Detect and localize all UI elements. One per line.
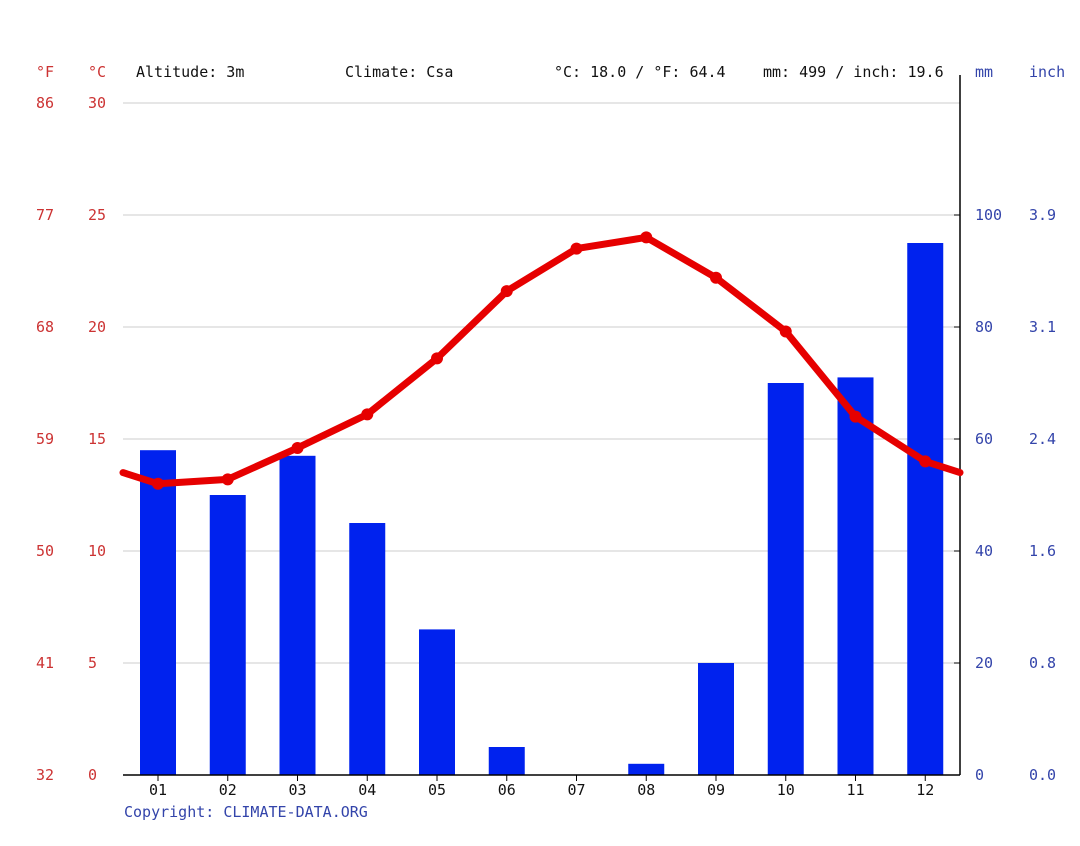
x-tick-label: 09	[707, 781, 725, 799]
y-left-tick-fahrenheit: 50	[36, 542, 54, 560]
precipitation-bar	[488, 747, 525, 775]
precipitation-bar	[837, 377, 874, 775]
temperature-point	[919, 455, 932, 468]
x-tick-label: 07	[567, 781, 585, 799]
temperature-point	[291, 441, 304, 454]
y-right-tick-mm: 20	[975, 654, 993, 672]
y-right-tick-inch: 2.4	[1029, 430, 1056, 448]
x-tick-label: 01	[149, 781, 167, 799]
x-tick-label: 12	[916, 781, 934, 799]
y-left-tick-fahrenheit: 41	[36, 654, 54, 672]
precipitation-bar	[349, 523, 386, 775]
gridlines	[123, 102, 960, 664]
x-tick-label: 10	[777, 781, 795, 799]
temperature-point	[640, 231, 653, 244]
y-left-tick-celsius: 15	[88, 430, 106, 448]
temperature-point	[710, 271, 722, 284]
precipitation-bar	[279, 455, 316, 775]
y-left-tick-fahrenheit: 59	[36, 430, 54, 448]
temperature-line-path	[119, 233, 964, 488]
axes	[123, 75, 961, 776]
precipitation-bar	[209, 495, 246, 775]
tick-labels: 0 32 5 41 10 50 15 59 20 68 25 77 30 86 0 0.0 20 0.8 40 1.6…	[36, 94, 1056, 799]
precipitation-bar	[140, 450, 176, 775]
precipitation-bar	[628, 763, 665, 775]
climate-label: Climate: Csa	[345, 63, 453, 81]
precipitation-bar	[907, 243, 944, 775]
temperature-point	[361, 408, 374, 421]
temperature-line	[119, 231, 964, 490]
temperature-point	[570, 242, 583, 255]
y-left-tick-celsius: 10	[88, 542, 106, 560]
y-left-tick-celsius: 0	[88, 766, 97, 784]
temperature-point	[849, 410, 862, 423]
precipitation-bars	[140, 243, 944, 775]
temperature-point	[500, 285, 513, 298]
y-left-tick-fahrenheit: 77	[36, 206, 54, 224]
altitude-label: Altitude: 3m	[136, 63, 244, 81]
x-tick-label: 04	[358, 781, 376, 799]
y-left-tick-celsius: 30	[88, 94, 106, 112]
y-right-tick-inch: 0.0	[1029, 766, 1056, 784]
y-left-tick-celsius: 25	[88, 206, 106, 224]
y-right-tick-mm: 100	[975, 206, 1002, 224]
temperature-point	[221, 473, 234, 486]
precipitation-total-label: mm: 499 / inch: 19.6	[763, 63, 944, 81]
precipitation-bar	[419, 629, 455, 775]
temperature-point	[779, 325, 792, 338]
unit-celsius-label: °C	[88, 63, 106, 81]
y-right-tick-mm: 60	[975, 430, 993, 448]
x-tick-label: 03	[288, 781, 306, 799]
unit-mm-label: mm	[975, 63, 993, 81]
y-right-tick-mm: 0	[975, 766, 984, 784]
x-tick-label: 05	[428, 781, 446, 799]
x-tick-label: 08	[637, 781, 655, 799]
x-tick-label: 06	[498, 781, 516, 799]
y-left-tick-fahrenheit: 86	[36, 94, 54, 112]
average-temperature-label: °C: 18.0 / °F: 64.4	[554, 63, 726, 81]
precipitation-bar	[767, 383, 804, 775]
precipitation-bar	[698, 663, 734, 775]
y-left-tick-fahrenheit: 32	[36, 766, 54, 784]
temperature-point	[152, 477, 164, 490]
y-right-tick-mm: 40	[975, 542, 993, 560]
y-left-tick-fahrenheit: 68	[36, 318, 54, 336]
y-left-tick-celsius: 20	[88, 318, 106, 336]
y-right-tick-inch: 3.9	[1029, 206, 1056, 224]
y-left-tick-celsius: 5	[88, 654, 97, 672]
unit-fahrenheit-label: °F	[36, 63, 54, 81]
x-tick-label: 11	[846, 781, 864, 799]
y-right-tick-inch: 3.1	[1029, 318, 1056, 336]
temperature-point	[431, 352, 443, 365]
y-right-tick-inch: 1.6	[1029, 542, 1056, 560]
unit-inch-label: inch	[1029, 63, 1065, 81]
copyright-label: Copyright: CLIMATE-DATA.ORG	[124, 803, 368, 821]
x-tick-label: 02	[219, 781, 237, 799]
y-right-tick-mm: 80	[975, 318, 993, 336]
y-right-tick-inch: 0.8	[1029, 654, 1056, 672]
